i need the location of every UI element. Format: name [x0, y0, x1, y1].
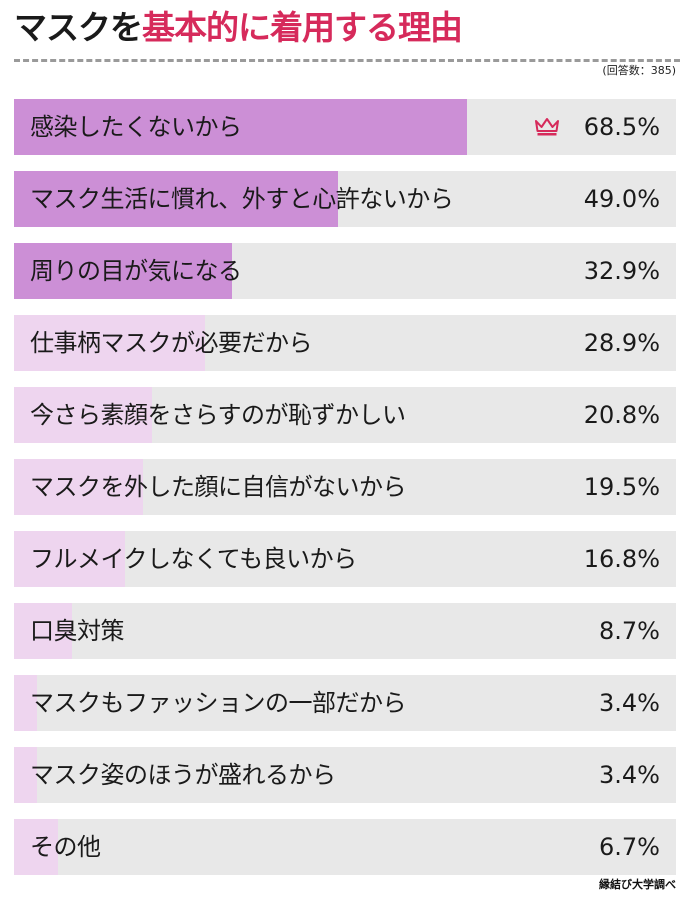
bar-row: 仕事柄マスクが必要だから 28.9% — [14, 315, 676, 371]
bar-row: 口臭対策 8.7% — [14, 603, 676, 659]
bar-value: 32.9% — [583, 257, 660, 285]
bar-label: 感染したくないから — [30, 113, 242, 141]
bar-row: マスク生活に慣れ、外すと心許ないから 49.0% — [14, 171, 676, 227]
bar-label: 口臭対策 — [30, 617, 125, 645]
source-credit: 縁結び大学調べ — [599, 878, 676, 891]
chart-title: マスクを基本的に着用する理由 — [14, 6, 463, 50]
bar-row: マスクを外した顔に自信がないから 19.5% — [14, 459, 676, 515]
chart-title-emphasis: 基本的に着用する理由 — [142, 8, 463, 47]
bar-label: 今さら素顔をさらすのが恥ずかしい — [30, 401, 406, 429]
bar-label: フルメイクしなくても良いから — [30, 545, 357, 573]
chart-title-lead: マスクを — [14, 8, 143, 47]
bar-value: 3.4% — [599, 689, 660, 717]
bar — [14, 387, 152, 443]
bar-value: 8.7% — [599, 617, 660, 645]
crown-icon — [535, 118, 559, 136]
bar-label: 仕事柄マスクが必要だから — [30, 329, 313, 357]
bar-row: 今さら素顔をさらすのが恥ずかしい 20.8% — [14, 387, 676, 443]
bar-value: 3.4% — [599, 761, 660, 789]
bar-row: フルメイクしなくても良いから 16.8% — [14, 531, 676, 587]
bar-label: マスク生活に慣れ、外すと心許ないから — [30, 185, 454, 213]
bar — [14, 171, 339, 227]
bar-value: 68.5% — [583, 113, 660, 141]
bar — [14, 315, 206, 371]
bar-label: その他 — [30, 833, 101, 861]
bar-row: マスク姿のほうが盛れるから 3.4% — [14, 747, 676, 803]
bar-row: マスクもファッションの一部だから 3.4% — [14, 675, 676, 731]
bar — [14, 603, 72, 659]
respondent-count: (回答数：385) — [602, 64, 676, 77]
bar — [14, 747, 37, 803]
bar-value: 20.8% — [583, 401, 660, 429]
bar-value: 6.7% — [599, 833, 660, 861]
bar — [14, 675, 37, 731]
bar-label: マスクもファッションの一部だから — [30, 689, 407, 717]
bar — [14, 531, 126, 587]
bar-row: その他 6.7% — [14, 819, 676, 875]
bar — [14, 819, 59, 875]
bar-value: 16.8% — [583, 545, 660, 573]
title-divider — [14, 59, 680, 62]
bar-value: 49.0% — [583, 185, 660, 213]
bar-row: 周りの目が気になる 32.9% — [14, 243, 676, 299]
bar — [14, 99, 468, 155]
bar-label: 周りの目が気になる — [30, 257, 242, 285]
bar-row: 感染したくないから 68.5% — [14, 99, 676, 155]
bar — [14, 243, 232, 299]
bar-label: マスク姿のほうが盛れるから — [30, 761, 336, 789]
bar-chart: 感染したくないから 68.5% マスク生活に慣れ、外すと心許ないから 49.0% 周りの… — [14, 99, 676, 891]
bar-label: マスクを外した顔に自信がないから — [30, 473, 407, 501]
bar-value: 28.9% — [583, 329, 660, 357]
bar — [14, 459, 144, 515]
bar-value: 19.5% — [583, 473, 660, 501]
